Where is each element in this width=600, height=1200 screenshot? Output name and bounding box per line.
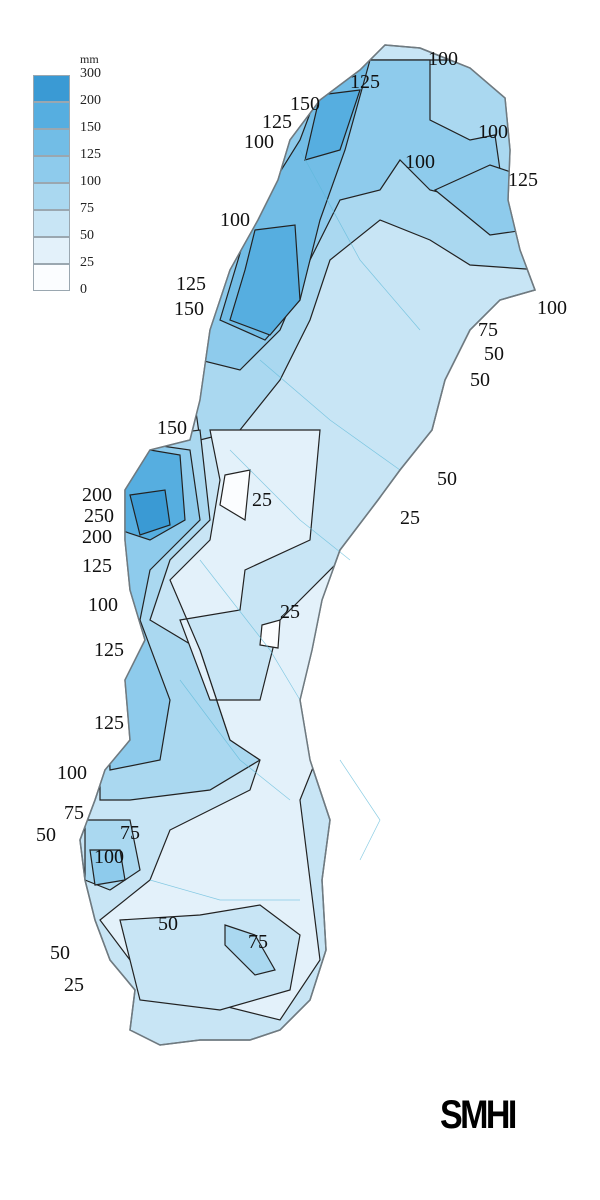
contour-label: 25: [64, 974, 84, 996]
contour-label: 100: [405, 151, 435, 173]
river: [259, 359, 401, 471]
legend-label: 75: [80, 201, 94, 216]
legend-label: 100: [80, 174, 101, 189]
contour-label: 75: [478, 319, 498, 341]
legend-swatch: [33, 264, 70, 291]
contour-label: 100: [57, 762, 87, 784]
contour-label: 50: [50, 942, 70, 964]
contour-label: 150: [157, 417, 187, 439]
legend-unit: mm: [80, 52, 99, 66]
legend-swatch: [33, 237, 70, 264]
legend-label: 25: [80, 255, 94, 270]
contour-label: 100: [537, 297, 567, 319]
contour-label: 100: [428, 48, 458, 70]
legend-swatch: [33, 129, 70, 156]
contour-label: 75: [64, 802, 84, 824]
legend-swatch: [33, 75, 70, 102]
contour-label: 75: [120, 822, 140, 844]
contour-label: 200: [82, 484, 112, 506]
legend-swatch: [33, 102, 70, 129]
contour-label: 125: [350, 71, 380, 93]
smhi-logo: SMHI: [440, 1093, 517, 1137]
contour-label: 25: [280, 601, 300, 623]
precipitation-zone: [89, 849, 126, 886]
precipitation-zone: [119, 904, 301, 1011]
contour-label: 250: [84, 505, 114, 527]
legend-swatch: [33, 210, 70, 237]
contour-label: 150: [290, 93, 320, 115]
legend-label: 200: [80, 93, 101, 108]
contour-label: 200: [82, 526, 112, 548]
precipitation-zone: [259, 619, 281, 649]
precipitation-zone: [229, 224, 301, 336]
contour-label: 125: [94, 712, 124, 734]
contour-label: 125: [82, 555, 112, 577]
legend-label: 125: [80, 147, 101, 162]
contour-label: 125: [508, 169, 538, 191]
precipitation-zone: [219, 469, 251, 522]
legend-label: 0: [80, 282, 87, 297]
contour-label: 50: [158, 913, 178, 935]
river: [199, 559, 301, 701]
contour-label: 125: [262, 111, 292, 133]
contour-label: 100: [88, 594, 118, 616]
contour-label: 75: [248, 931, 268, 953]
river: [339, 759, 381, 861]
sweden-border: [79, 44, 536, 1046]
precipitation-zone: [129, 489, 171, 536]
legend-label: 50: [80, 228, 94, 243]
contour-label: 150: [174, 298, 204, 320]
river: [149, 879, 300, 901]
contour-label: 50: [484, 343, 504, 365]
rivers-lakes: [149, 149, 421, 901]
legend-label: 150: [80, 120, 101, 135]
contour-label: 100: [220, 209, 250, 231]
legend-swatch: [33, 156, 70, 183]
contour-label: 25: [400, 507, 420, 529]
precipitation-zone: [304, 89, 361, 161]
contour-label: 125: [94, 639, 124, 661]
contour-label: 100: [94, 846, 124, 868]
legend-swatch: [33, 183, 70, 210]
river: [229, 449, 351, 561]
contour-label: 100: [244, 131, 274, 153]
river: [179, 679, 291, 801]
contour-label: 50: [36, 824, 56, 846]
legend-label: 300: [80, 66, 101, 81]
contour-label: 25: [252, 489, 272, 511]
contour-label: 100: [478, 121, 508, 143]
contour-label: 50: [470, 369, 490, 391]
precipitation-zone: [224, 924, 276, 976]
contour-label: 50: [437, 468, 457, 490]
contour-label: 125: [176, 273, 206, 295]
river: [299, 149, 421, 331]
